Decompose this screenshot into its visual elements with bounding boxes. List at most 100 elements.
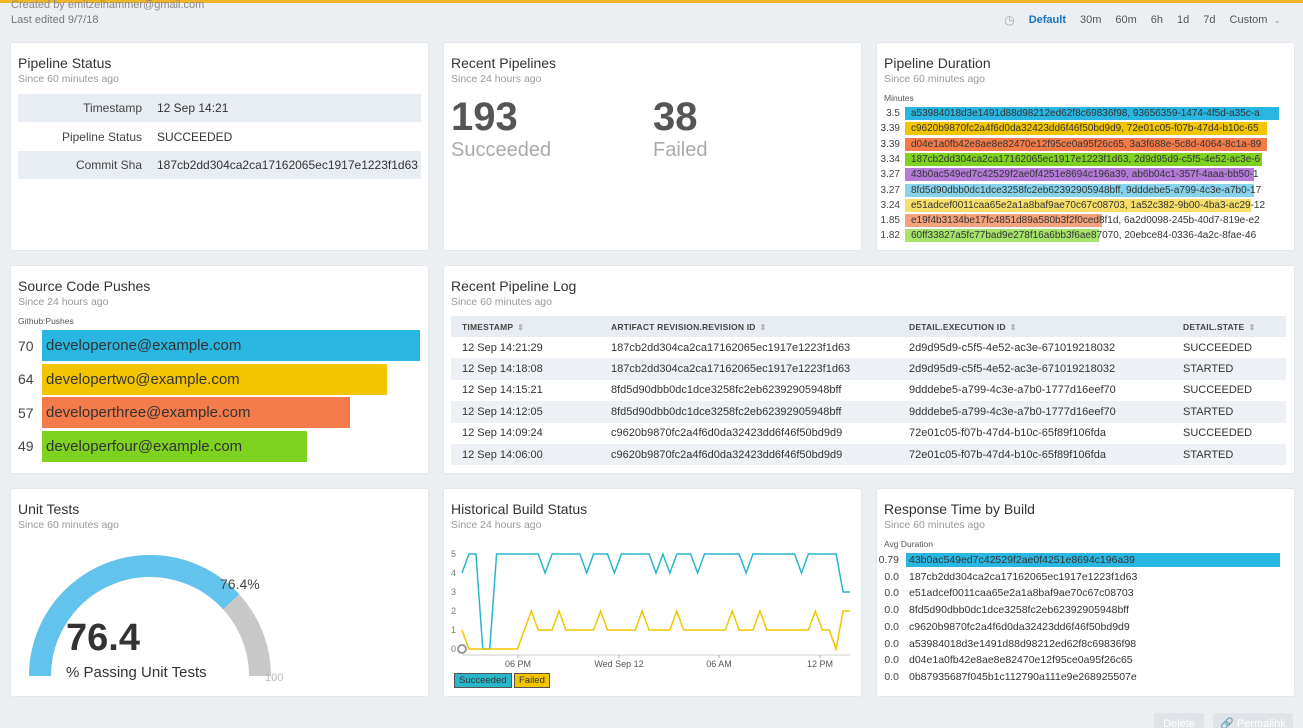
- response-label: 8fd5d90dbb0dc1dce3258fc2eb62392905948bff: [909, 604, 1129, 617]
- table-cell: 9dddebe5-a799-4c3e-a7b0-1777d16eef70: [898, 401, 1172, 423]
- row-value: 187cb2dd304ca2ca17162065ec1917e1223f1d63: [157, 158, 418, 172]
- duration-row[interactable]: 3.39 d04e1a0fb42e8ae8e82470e12f95ce0a95f2…: [877, 137, 1289, 151]
- column-header-state[interactable]: DETAIL.STATE ⇕: [1172, 316, 1286, 337]
- push-row[interactable]: 64 developertwo@example.com: [18, 363, 388, 395]
- table-cell: STARTED: [1172, 358, 1286, 380]
- duration-row[interactable]: 3.39 c9620b9870fc2a4f6d0da32423dd6f46f50b…: [877, 122, 1289, 136]
- column-header-execution[interactable]: DETAIL.EXECUTION ID ⇕: [898, 316, 1172, 337]
- widget-subtitle: Since 60 minutes ago: [884, 73, 985, 85]
- column-label: TIMESTAMP: [462, 321, 514, 332]
- table-row[interactable]: 12 Sep 14:12:05 8fd5d90dbb0dc1dce3258fc2e…: [451, 401, 1286, 423]
- response-label: 43b0ac549ed7c42529f2ae0f4251e8694c196a39: [906, 553, 1280, 567]
- source-pushes-widget[interactable]: Source Code Pushes Since 24 hours ago Gi…: [11, 266, 428, 473]
- series-line-succeeded[interactable]: [461, 551, 850, 650]
- push-bar: developertwo@example.com: [42, 363, 388, 395]
- table-cell: 9dddebe5-a799-4c3e-a7b0-1777d16eef70: [909, 384, 1116, 397]
- row-value: SUCCEEDED: [157, 130, 233, 144]
- permalink-button[interactable]: 🔗 Permalink: [1213, 713, 1293, 728]
- time-option-custom[interactable]: Custom: [1229, 14, 1268, 26]
- response-row[interactable]: 0.0 187cb2dd304ca2ca17162065ec1917e1223f1…: [877, 570, 1289, 584]
- push-row[interactable]: 70 developerone@example.com: [18, 330, 420, 361]
- duration-row[interactable]: 3.34 187cb2dd304ca2ca17162065ec1917e1223f…: [877, 152, 1289, 166]
- sort-icon[interactable]: ⇕: [1248, 322, 1256, 332]
- duration-label: d04e1a0fb42e8ae8e82470e12f95ce0a95f26c65…: [911, 138, 1262, 150]
- row-key: Timestamp: [83, 101, 142, 115]
- table-cell: 2d9d95d9-c5f5-4e52-ac3e-671019218032: [909, 341, 1116, 354]
- time-option-default[interactable]: Default: [1028, 14, 1066, 26]
- time-option-60m[interactable]: 60m: [1115, 14, 1137, 26]
- response-value: 0.0: [884, 620, 899, 633]
- delete-button[interactable]: Delete: [1154, 713, 1204, 728]
- x-tick-label: 06 AM: [706, 659, 732, 669]
- column-label: DETAIL.EXECUTION ID: [909, 321, 1006, 332]
- duration-label: 60ff33827a5fc77bad9e278f16a6bb3f6ae87070…: [911, 230, 1257, 242]
- response-time-widget[interactable]: Response Time by Build Since 60 minutes …: [877, 489, 1294, 696]
- response-row[interactable]: 0.0 a53984018d3e1491d88d98212ed62f8c69836…: [877, 637, 1289, 651]
- x-tick-label: 06 PM: [505, 659, 531, 669]
- push-row[interactable]: 49 developerfour@example.com: [18, 430, 307, 462]
- table-row[interactable]: 12 Sep 14:18:08 187cb2dd304ca2ca17162065e…: [451, 358, 1286, 380]
- status-row-pipeline-status: Pipeline Status SUCCEEDED: [18, 123, 421, 151]
- duration-row[interactable]: 3.27 8fd5d90dbb0dc1dce3258fc2eb6239290594…: [877, 183, 1289, 197]
- link-icon: 🔗: [1220, 718, 1234, 728]
- legend-succeeded[interactable]: Succeeded: [454, 673, 512, 688]
- time-option-1d[interactable]: 1d: [1177, 14, 1190, 26]
- duration-row[interactable]: 1.82 60ff33827a5fc77bad9e278f16a6bb3f6ae8…: [877, 229, 1289, 243]
- sort-icon[interactable]: ⇕: [517, 322, 525, 332]
- time-option-7d[interactable]: 7d: [1203, 14, 1216, 26]
- table-row[interactable]: 12 Sep 14:06:00 c9620b9870fc2a4f6d0da3242…: [451, 443, 1286, 466]
- status-row-commit-sha: Commit Sha 187cb2dd304ca2ca17162065ec191…: [18, 151, 421, 179]
- duration-label: e19f4b3134be17fc4851d89a580b3f2f0ced8f1d…: [911, 215, 1260, 227]
- table-cell: 2d9d95d9-c5f5-4e52-ac3e-671019218032: [898, 358, 1172, 380]
- column-header-revision[interactable]: ARTIFACT REVISION.REVISION ID ⇕: [600, 316, 898, 337]
- pipeline-log-widget[interactable]: Recent Pipeline Log Since 60 minutes ago…: [444, 266, 1294, 473]
- push-row[interactable]: 57 developerthree@example.com: [18, 397, 350, 428]
- widget-title: Recent Pipeline Log: [451, 278, 577, 294]
- legend-failed[interactable]: Failed: [514, 673, 550, 688]
- table-row[interactable]: 12 Sep 14:15:21 8fd5d90dbb0dc1dce3258fc2e…: [451, 380, 1286, 401]
- widget-subtitle: Since 24 hours ago: [451, 73, 542, 85]
- time-option-6h[interactable]: 6h: [1150, 14, 1164, 26]
- response-row[interactable]: 0.0 0b87935687f045b1c112790a111e9e2689255…: [877, 670, 1289, 684]
- pipeline-status-widget[interactable]: Pipeline Status Since 60 minutes ago Tim…: [11, 43, 428, 250]
- response-row[interactable]: 0.0 c9620b9870fc2a4f6d0da32423dd6f46f50bd…: [877, 620, 1289, 634]
- succeeded-count: 193: [451, 95, 518, 139]
- succeeded-label: Succeeded: [451, 139, 552, 161]
- gauge-value: 76.4: [66, 617, 140, 659]
- response-row[interactable]: 0.0 e51adcef0011caa65e2a1a8baf9ae70c67c08…: [877, 586, 1289, 600]
- table-cell: 72e01c05-f07b-47d4-b10c-65f89f106fda: [898, 443, 1172, 466]
- widget-title: Pipeline Duration: [884, 55, 991, 71]
- duration-row[interactable]: 3.27 43b0ac549ed7c42529f2ae0f4251e8694c19…: [877, 168, 1289, 182]
- series-line-failed[interactable]: [461, 608, 850, 652]
- sort-icon[interactable]: ⇕: [759, 322, 767, 332]
- table-cell: c9620b9870fc2a4f6d0da32423dd6f46f50bd9d9: [600, 443, 898, 466]
- time-range-picker: ◷ Default 30m 60m 6h 1d 7d Custom ⌄: [1004, 13, 1281, 27]
- duration-row[interactable]: 3.24 e51adcef0011caa65e2a1a8baf9ae70c67c0…: [877, 198, 1289, 212]
- chevron-down-icon[interactable]: ⌄: [1273, 14, 1281, 25]
- response-value: 0.79: [878, 554, 899, 566]
- sort-icon[interactable]: ⇕: [1009, 322, 1017, 332]
- column-header-timestamp[interactable]: TIMESTAMP ⇕: [451, 316, 600, 337]
- response-value: 0.0: [884, 654, 899, 667]
- duration-bar: [905, 198, 1251, 212]
- widget-subtitle: Since 60 minutes ago: [451, 296, 552, 308]
- status-row-timestamp: Timestamp 12 Sep 14:21: [18, 94, 421, 122]
- table-row[interactable]: 12 Sep 14:09:24 c9620b9870fc2a4f6d0da3242…: [451, 423, 1286, 444]
- response-row[interactable]: 0.0 d04e1a0fb42e8ae8e82470e12f95ce0a95f26…: [877, 653, 1289, 667]
- push-count: 57: [18, 404, 34, 421]
- column-label: ARTIFACT REVISION.REVISION ID: [611, 321, 756, 332]
- unit-tests-widget[interactable]: Unit Tests Since 60 minutes ago 76.4 % P…: [11, 489, 428, 696]
- duration-row[interactable]: 1.85 e19f4b3134be17fc4851d89a580b3f2f0ced…: [877, 214, 1289, 228]
- duration-bar-list: 3.5 a53984018d3e1491d88d98212ed62f8c69836…: [877, 107, 1294, 247]
- widget-subtitle: Since 60 minutes ago: [884, 519, 985, 531]
- historical-build-widget[interactable]: Historical Build Status Since 24 hours a…: [444, 489, 861, 696]
- table-row[interactable]: 12 Sep 14:21:29 187cb2dd304ca2ca17162065e…: [451, 337, 1286, 358]
- response-row[interactable]: 0.79 43b0ac549ed7c42529f2ae0f4251e8694c19…: [877, 553, 1289, 567]
- duration-row[interactable]: 3.5 a53984018d3e1491d88d98212ed62f8c69836…: [877, 107, 1289, 120]
- pipeline-duration-widget[interactable]: Pipeline Duration Since 60 minutes ago M…: [877, 43, 1294, 250]
- response-value: 0.0: [884, 604, 899, 617]
- recent-pipelines-widget[interactable]: Recent Pipelines Since 24 hours ago 193 …: [444, 43, 861, 250]
- duration-value: 3.39: [880, 138, 900, 150]
- response-row[interactable]: 0.0 8fd5d90dbb0dc1dce3258fc2eb62392905948…: [877, 603, 1289, 617]
- time-option-30m[interactable]: 30m: [1079, 14, 1102, 26]
